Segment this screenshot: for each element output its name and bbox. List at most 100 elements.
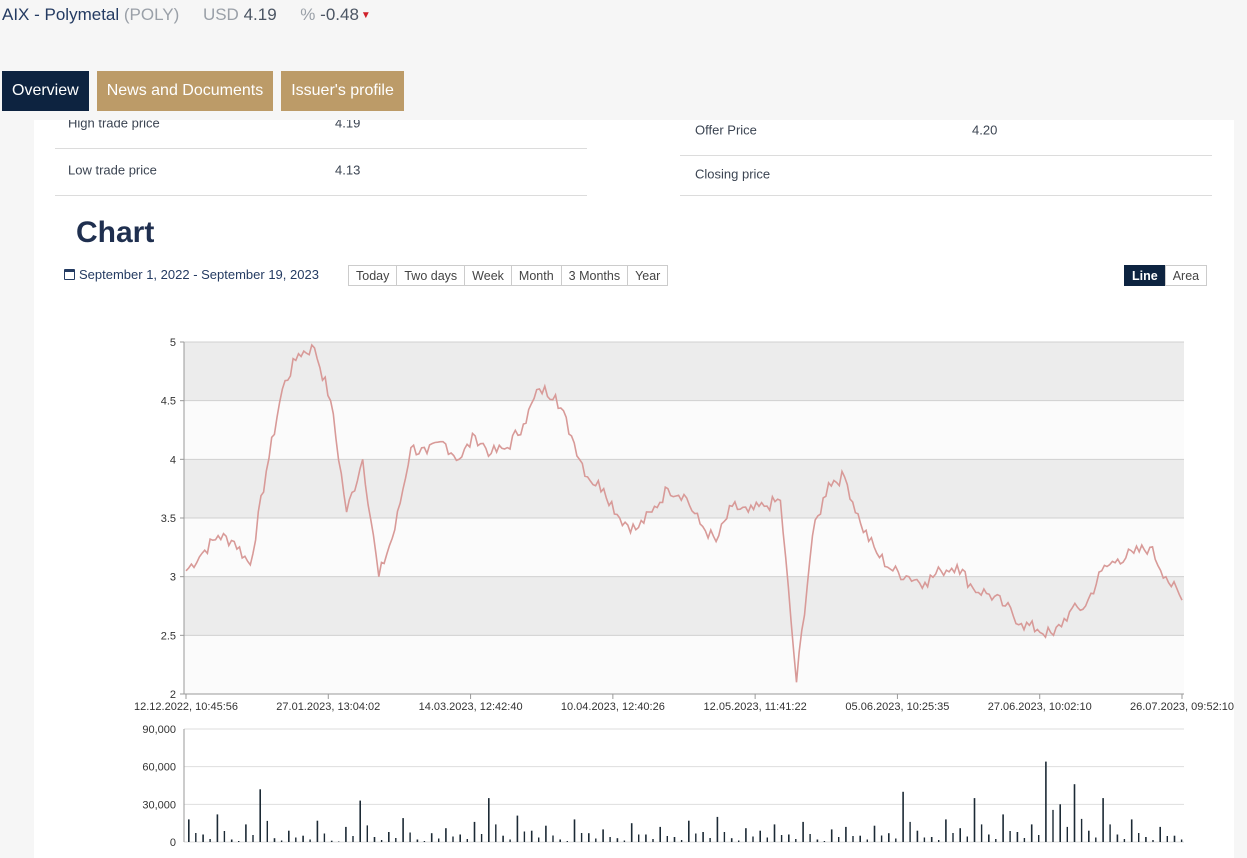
price-series-line: [185, 343, 1183, 683]
volume-bar: [788, 834, 790, 842]
volume-bar: [738, 840, 740, 842]
volume-bar: [1066, 826, 1068, 842]
volume-bar: [609, 837, 611, 842]
volume-bar: [1045, 761, 1047, 842]
y-tick-label: 4.5: [161, 396, 176, 408]
stat-label: Offer Price: [695, 122, 757, 137]
instrument-code: (POLY): [123, 5, 180, 24]
grid-band: [184, 576, 1184, 636]
volume-bar: [309, 839, 311, 842]
overview-panel: High trade price 4.19 Low trade price 4.…: [34, 120, 1234, 858]
last-price: 4.19: [243, 5, 277, 24]
volume-bar: [352, 836, 354, 842]
volume-bar: [545, 825, 547, 842]
volume-bar: [316, 820, 319, 842]
grid-band: [184, 518, 1184, 577]
volume-bar: [973, 798, 976, 842]
tab-issuers-profile[interactable]: Issuer's profile: [281, 71, 404, 111]
stat-row-offer: Offer Price 4.20: [680, 120, 1212, 156]
x-tick-label: 12.05.2023, 11:41:22: [704, 701, 807, 713]
volume-bar: [359, 800, 361, 842]
volume-bar: [202, 834, 204, 842]
volume-bar: [1052, 809, 1054, 842]
x-tick-label: 26.07.2023, 09:52:10: [1130, 701, 1234, 713]
volume-y-tick-label: 90,000: [142, 724, 176, 736]
volume-bar: [723, 832, 726, 842]
volume-bar: [388, 832, 390, 842]
volume-bar: [1123, 839, 1126, 842]
period-year-button[interactable]: Year: [627, 265, 669, 286]
volume-bar: [259, 789, 261, 842]
ticker-header: AIX - Polymetal (POLY) USD 4.19 % -0.48 ▼: [2, 5, 371, 25]
volume-bar: [645, 834, 647, 842]
volume-bar: [602, 829, 604, 842]
y-tick-label: 3: [170, 572, 176, 584]
volume-bar: [1102, 798, 1104, 842]
volume-bar: [1095, 837, 1097, 842]
grid-band: [184, 635, 1184, 694]
volume-bar: [902, 791, 904, 842]
y-tick-label: 4: [170, 454, 176, 466]
volume-bar: [1159, 826, 1161, 842]
volume-bar: [488, 798, 490, 842]
volume-bar: [252, 835, 254, 842]
volume-bar: [616, 838, 619, 842]
volume-bar: [759, 830, 761, 842]
volume-bar: [1016, 832, 1019, 842]
x-tick-label: 14.03.2023, 12:42:40: [419, 701, 523, 713]
volume-bar: [416, 839, 419, 842]
view-toggle: Line Area: [1124, 265, 1208, 286]
volume-bar: [652, 839, 654, 842]
stat-row-low: Low trade price 4.13: [55, 144, 587, 196]
volume-bar: [580, 833, 583, 842]
volume-bar: [866, 839, 868, 842]
volume-bar: [952, 833, 954, 842]
period-two-days-button[interactable]: Two days: [396, 265, 466, 286]
period-3-months-button[interactable]: 3 Months: [560, 265, 629, 286]
volume-bar: [1130, 819, 1133, 842]
view-line-button[interactable]: Line: [1124, 265, 1166, 286]
volume-bar: [573, 819, 576, 842]
tab-news-and-documents[interactable]: News and Documents: [96, 71, 274, 111]
volume-bar: [438, 838, 440, 842]
volume-bar: [995, 839, 997, 842]
volume-bar: [630, 823, 633, 842]
view-area-button[interactable]: Area: [1164, 265, 1208, 286]
period-month-button[interactable]: Month: [510, 265, 562, 286]
volume-bar: [1180, 839, 1183, 842]
date-range-label: September 1, 2022 - September 19, 2023: [79, 267, 319, 282]
volume-bar: [909, 821, 911, 842]
volume-bar: [716, 816, 719, 842]
volume-bar: [1080, 818, 1083, 842]
volume-bar: [223, 831, 226, 842]
volume-bar: [702, 832, 704, 842]
volume-bar: [188, 819, 190, 842]
stat-value: 4.13: [335, 162, 361, 177]
volume-bar: [659, 826, 661, 842]
period-today-button[interactable]: Today: [348, 265, 398, 286]
x-tick-label: 27.01.2023, 13:04:02: [276, 701, 380, 713]
volume-bar: [945, 819, 947, 842]
volume-bar: [459, 834, 461, 842]
instrument-name: AIX - Polymetal: [2, 5, 120, 24]
volume-bar: [816, 839, 819, 842]
volume-bar: [230, 839, 233, 842]
period-week-button[interactable]: Week: [464, 265, 512, 286]
volume-bar: [623, 840, 626, 842]
stat-label: High trade price: [68, 120, 160, 130]
currency-label: USD: [202, 5, 239, 24]
date-range-picker[interactable]: September 1, 2022 - September 19, 2023: [64, 267, 319, 282]
grid-band: [184, 342, 1184, 401]
volume-bar: [195, 833, 197, 842]
volume-bar: [266, 820, 268, 842]
volume-bar: [745, 828, 747, 842]
volume-y-tick-label: 30,000: [142, 799, 176, 811]
volume-bar: [780, 835, 783, 842]
price-change: -0.48: [320, 5, 359, 24]
volume-bar: [802, 821, 804, 842]
stat-value: 4.20: [972, 122, 998, 137]
stat-row-closing: Closing price: [680, 152, 1212, 196]
tab-overview[interactable]: Overview: [2, 71, 89, 111]
volume-bar: [852, 836, 854, 842]
volume-bar: [873, 825, 876, 842]
